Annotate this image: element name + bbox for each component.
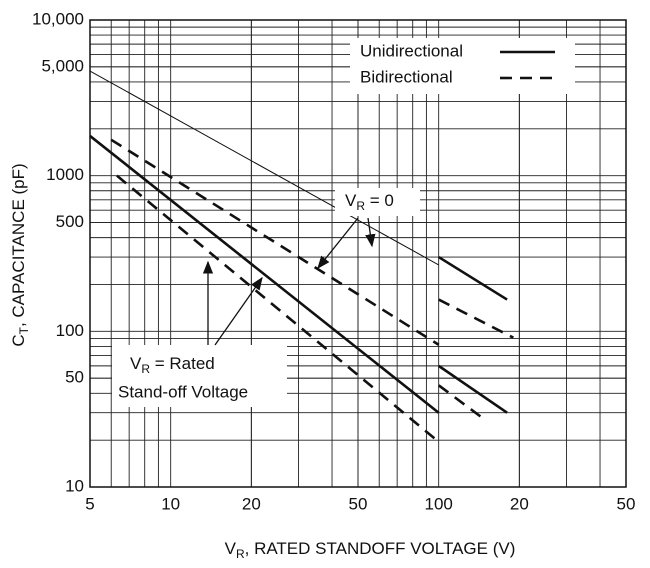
legend-box [350, 38, 575, 94]
line [110, 138, 440, 346]
x-axis-label-part: V [225, 539, 237, 558]
line [116, 174, 440, 443]
y-axis-label-part: , CAPACITANCE (pF) [9, 163, 28, 327]
x-tick-label: 20 [510, 494, 529, 513]
y-tick-label: 10 [65, 476, 84, 495]
lines [89, 70, 514, 443]
y-tick-label: 100 [56, 321, 84, 340]
annotation-bg [335, 188, 420, 216]
arrow [214, 276, 263, 346]
x-axis-label: VR, RATED STANDOFF VOLTAGE (V) [225, 539, 516, 561]
annotation-part: V [345, 191, 357, 210]
line [437, 255, 508, 301]
annotation: VR = 0 [345, 191, 394, 213]
legend-label: Bidirectional [360, 67, 453, 86]
annotation-part: = 0 [365, 191, 394, 210]
annotation-bg [112, 345, 287, 407]
x-tick-label: 5 [85, 494, 94, 513]
y-axis-label-part: C [9, 334, 28, 346]
annotation: Stand-off Voltage [118, 382, 248, 401]
arrow [365, 217, 376, 248]
annotation-part: V [130, 354, 142, 373]
line [437, 384, 486, 421]
y-tick-label: 1000 [46, 165, 84, 184]
plot-frame [89, 19, 627, 488]
y-tick-label: 10,000 [32, 9, 84, 28]
x-tick-label: 50 [617, 494, 636, 513]
annotation-part: R [356, 199, 365, 213]
y-axis-label: CT, CAPACITANCE (pF) [9, 163, 31, 346]
x-tick-label: 10 [161, 494, 180, 513]
line [438, 298, 514, 339]
x-tick-label: 20 [242, 494, 261, 513]
line [89, 70, 439, 266]
annotation-part: = Rated [150, 354, 215, 373]
y-tick-label: 500 [56, 212, 84, 231]
line [437, 364, 508, 414]
x-tick-label: 50 [349, 494, 368, 513]
line [89, 134, 440, 414]
x-axis-label-part: , RATED STANDOFF VOLTAGE (V) [245, 539, 516, 558]
x-tick-label: 100 [424, 494, 452, 513]
y-tick-label: 5,000 [41, 56, 84, 75]
annotation-part: R [141, 362, 150, 376]
x-axis-label-part: R [236, 547, 245, 561]
annotation: VR = Rated [130, 354, 215, 376]
y-tick-label: 50 [65, 368, 84, 387]
legend-label: Unidirectional [360, 41, 463, 60]
y-axis-label-part: T [17, 326, 31, 334]
arrow [317, 217, 359, 270]
